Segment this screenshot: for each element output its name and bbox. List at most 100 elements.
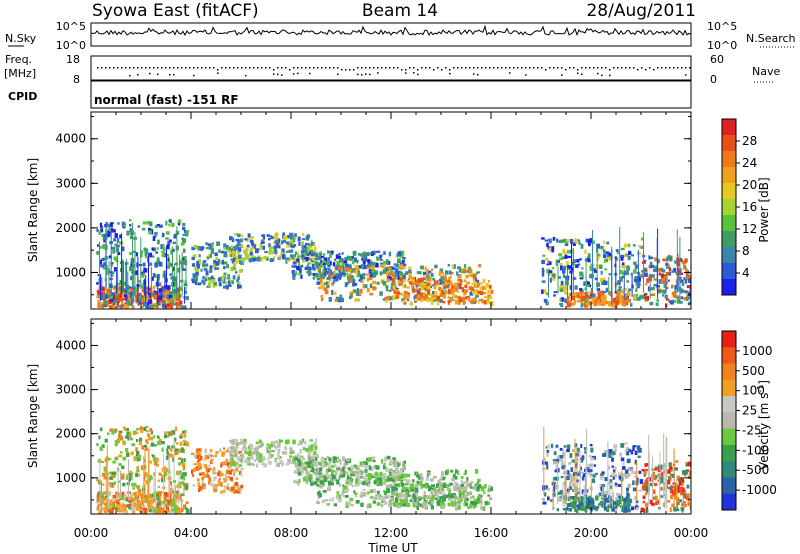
velocity-echo-cell bbox=[134, 504, 138, 508]
velocity-echo-cell bbox=[556, 460, 559, 465]
velocity-echo-cell bbox=[307, 448, 311, 453]
power-echo-cell bbox=[127, 288, 130, 294]
velocity-echo-cell bbox=[354, 495, 358, 498]
velocity-echo-cell bbox=[475, 483, 479, 489]
velocity-echo-cell bbox=[679, 486, 682, 490]
velocity-echo-cell bbox=[163, 434, 168, 439]
velocity-echo-cell bbox=[470, 486, 473, 489]
velocity-echo-cell bbox=[203, 463, 207, 468]
power-echo-cell bbox=[563, 287, 566, 293]
power-echo-cell bbox=[594, 277, 599, 281]
velocity-echo-cell bbox=[289, 447, 293, 451]
power-echo-cell bbox=[158, 224, 163, 228]
velocity-echo-cell bbox=[615, 496, 618, 502]
velocity-echo-cell bbox=[240, 485, 244, 489]
power-echo-cell bbox=[162, 287, 167, 290]
power-echo-cell bbox=[453, 264, 456, 269]
power-echo-cell bbox=[320, 260, 323, 263]
power-echo-cell bbox=[239, 259, 242, 265]
velocity-echo-cell bbox=[424, 503, 428, 507]
power-echo-cell bbox=[326, 261, 330, 266]
power-echo-cell bbox=[602, 240, 605, 244]
velocity-echo-cell bbox=[676, 501, 680, 506]
velocity-echo-cell bbox=[452, 475, 455, 480]
velocity-echo-cell bbox=[455, 483, 459, 489]
velocity-echo-cell bbox=[686, 484, 690, 489]
power-echo-cell bbox=[308, 253, 312, 256]
power-echo-cell bbox=[158, 262, 163, 267]
power-echo-cell bbox=[340, 268, 344, 273]
power-echo-cell bbox=[314, 261, 319, 266]
power-echo-cell bbox=[433, 293, 437, 299]
velocity-echo-cell bbox=[198, 458, 201, 462]
velocity-echo-cell bbox=[383, 501, 388, 505]
power-echo-cell bbox=[400, 281, 403, 285]
velocity-echo-cell bbox=[204, 454, 208, 460]
power-echo-cell bbox=[391, 277, 395, 281]
velocity-echo-streak bbox=[665, 442, 667, 504]
power-echo-cell bbox=[350, 293, 353, 299]
power-echo-cell bbox=[165, 237, 169, 240]
velocity-echo-streak bbox=[556, 463, 558, 505]
velocity-echo-cell bbox=[480, 500, 483, 505]
velocity-echo-cell bbox=[271, 440, 275, 445]
velocity-echo-cell bbox=[546, 464, 549, 470]
velocity-echo-streak bbox=[120, 470, 121, 498]
velocity-echo-cell bbox=[168, 496, 173, 501]
velocity-echo-cell bbox=[394, 487, 398, 491]
velocity-echo-cell bbox=[359, 480, 363, 483]
power-echo-cell bbox=[369, 292, 374, 296]
power-echo-cell bbox=[362, 255, 365, 259]
velocity-echo-cell bbox=[261, 456, 266, 460]
power-echo-cell bbox=[236, 255, 239, 261]
velocity-echo-cell bbox=[403, 473, 407, 478]
power-echo-cell bbox=[593, 303, 597, 307]
velocity-echo-cell bbox=[313, 455, 316, 460]
velocity-echo-cell bbox=[605, 497, 609, 501]
velocity-echo-cell bbox=[406, 482, 409, 485]
velocity-echo-cell bbox=[315, 479, 318, 483]
velocity-echo-cell bbox=[354, 492, 358, 496]
power-echo-cell bbox=[307, 248, 311, 253]
velocity-echo-cell bbox=[330, 481, 334, 486]
velocity-echo-cell bbox=[430, 496, 434, 502]
power-echo-cell bbox=[160, 291, 163, 296]
velocity-echo-cell bbox=[370, 495, 373, 499]
power-echo-cell bbox=[196, 265, 200, 269]
power-echo-cell bbox=[362, 260, 366, 265]
velocity-echo-cell bbox=[256, 450, 259, 456]
power-echo-cell bbox=[367, 252, 372, 255]
velocity-echo-cell bbox=[229, 450, 233, 456]
velocity-echo-cell bbox=[620, 443, 625, 448]
power-echo-cell bbox=[593, 299, 597, 304]
velocity-echo-cell bbox=[400, 482, 405, 487]
velocity-echo-cell bbox=[136, 457, 140, 462]
power-echo-cell bbox=[408, 272, 412, 275]
freq-dot bbox=[173, 67, 175, 69]
power-echo-cell bbox=[226, 249, 230, 252]
power-echo-cell bbox=[430, 300, 434, 305]
power-echo-cell bbox=[316, 273, 319, 277]
power-echo-cell bbox=[216, 242, 219, 246]
velocity-echo-cell bbox=[359, 476, 363, 479]
power-echo-cell bbox=[274, 247, 277, 253]
velocity-echo-cell bbox=[344, 489, 349, 493]
power-echo-cell bbox=[384, 296, 388, 300]
nave-dot bbox=[337, 73, 339, 76]
velocity-echo-cell bbox=[310, 464, 314, 469]
velocity-echo-cell bbox=[279, 439, 284, 443]
power-echo-cell bbox=[288, 243, 291, 248]
velocity-echo-cell bbox=[304, 475, 308, 478]
freq-dot bbox=[121, 67, 123, 69]
velocity-echo-cell bbox=[546, 452, 549, 457]
velocity-echo-cell bbox=[118, 463, 122, 466]
velocity-echo-cell bbox=[220, 490, 223, 494]
velocity-echo-cell bbox=[569, 473, 572, 477]
power-echo-cell bbox=[361, 257, 365, 261]
velocity-echo-cell bbox=[250, 451, 255, 455]
velocity-echo-cell bbox=[126, 452, 130, 457]
velocity-echo-cell bbox=[196, 451, 201, 455]
velocity-echo-cell bbox=[302, 457, 306, 461]
velocity-echo-cell bbox=[204, 448, 208, 454]
